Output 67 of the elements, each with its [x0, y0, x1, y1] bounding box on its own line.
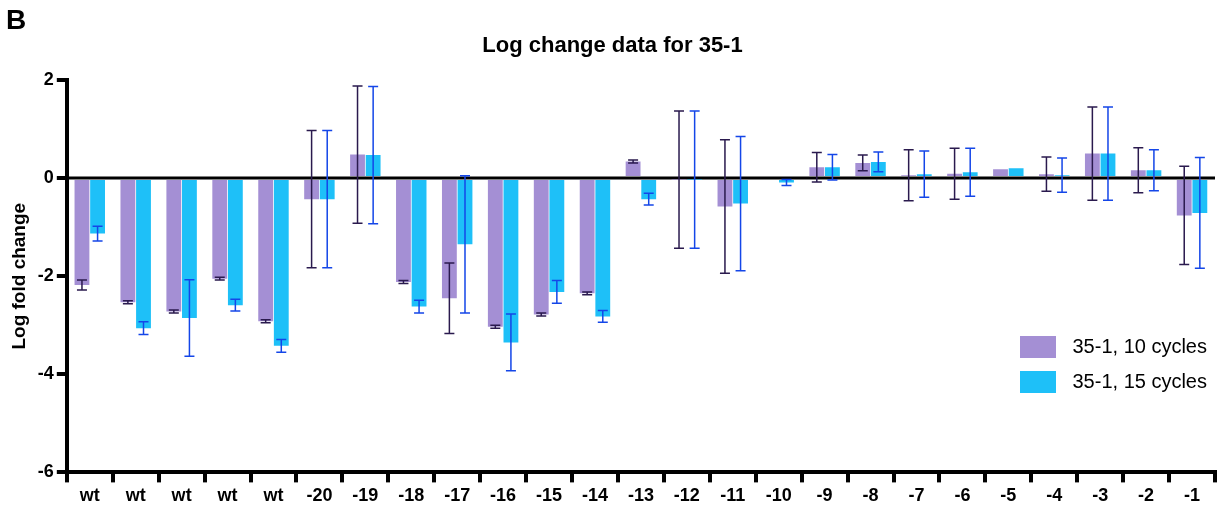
bar	[1084, 153, 1100, 177]
y-tick-label: 2	[43, 68, 54, 89]
y-tick-label: -4	[37, 363, 54, 384]
bar	[487, 180, 503, 327]
legend-label: 35-1, 15 cycles	[1072, 370, 1207, 394]
x-tick-label: -13	[627, 485, 654, 506]
bar	[595, 180, 611, 317]
x-tick-label: -9	[816, 485, 833, 506]
x-tick-label: -17	[444, 485, 471, 506]
x-tick-label: -7	[908, 485, 925, 506]
bar	[227, 180, 243, 306]
bar	[579, 180, 595, 294]
chart-title: Log change data for 35-1	[482, 32, 743, 57]
bar	[779, 180, 794, 183]
x-tick-label: wt	[78, 485, 100, 506]
bar	[258, 180, 274, 322]
bar	[350, 154, 365, 177]
x-tick-label: -1	[1184, 485, 1201, 506]
bar	[411, 180, 427, 307]
x-tick-label: wt	[170, 485, 192, 506]
bar	[733, 180, 748, 204]
bar	[441, 180, 457, 299]
x-tick-label: -2	[1138, 485, 1155, 506]
bar	[74, 180, 90, 286]
y-axis-title: Log fold change	[7, 202, 29, 350]
bar	[549, 180, 565, 292]
text: B	[6, 4, 27, 36]
x-tick-label: -15	[536, 485, 563, 506]
x-tick-label: wt	[124, 485, 146, 506]
bar	[870, 161, 886, 177]
x-tick-label: -3	[1092, 485, 1109, 506]
x-tick-label: -19	[352, 485, 379, 506]
x-tick-label: -12	[673, 485, 700, 506]
x-tick-label: wt	[262, 485, 284, 506]
bar	[166, 180, 182, 312]
x-tick-label: -5	[1000, 485, 1017, 506]
bar	[533, 180, 549, 315]
x-tick-label: -4	[1046, 485, 1063, 506]
bar	[641, 180, 657, 200]
bar	[273, 180, 289, 346]
x-tick-label: wt	[216, 485, 238, 506]
bar	[825, 167, 840, 177]
bar	[396, 180, 411, 283]
bar	[503, 180, 519, 343]
x-tick-label: -6	[954, 485, 971, 506]
bar	[304, 180, 320, 200]
y-tick-label: -2	[37, 265, 54, 286]
x-tick-label: -16	[490, 485, 517, 506]
bar	[136, 180, 151, 329]
bar	[1008, 168, 1024, 177]
bar	[182, 180, 197, 318]
bar	[855, 162, 871, 177]
bar	[212, 180, 228, 279]
bar	[625, 161, 641, 177]
x-tick-label: -20	[306, 485, 333, 506]
bar	[120, 180, 136, 303]
x-tick-label: -14	[581, 485, 608, 506]
x-tick-label: -10	[765, 485, 792, 506]
legend-label: 35-1, 10 cycles	[1072, 335, 1207, 359]
bar	[993, 169, 1008, 177]
y-tick-label: -6	[37, 461, 54, 482]
x-tick-label: -8	[862, 485, 879, 506]
x-tick-label: -11	[720, 485, 746, 506]
y-tick-label: 0	[43, 167, 54, 188]
bar	[90, 180, 105, 234]
bar	[1130, 170, 1146, 177]
x-tick-label: -18	[398, 485, 425, 506]
